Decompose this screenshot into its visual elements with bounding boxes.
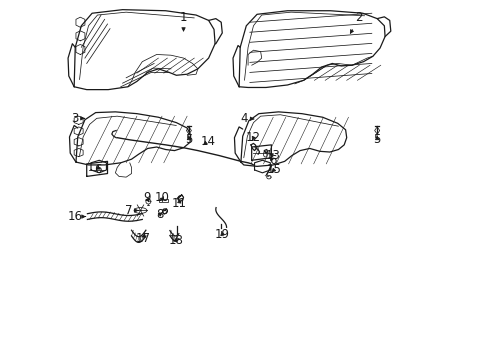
Text: 2: 2 [349, 12, 362, 33]
Text: 14: 14 [200, 135, 215, 148]
Text: 17: 17 [136, 231, 151, 244]
Bar [159, 199, 167, 202]
Text: 6: 6 [268, 154, 276, 167]
Text: 3: 3 [71, 112, 84, 125]
Text: 16: 16 [68, 210, 85, 223]
Text: 5: 5 [373, 132, 380, 145]
Text: 9: 9 [143, 192, 150, 204]
Text: 12: 12 [245, 131, 261, 144]
Text: 19: 19 [214, 228, 229, 241]
Text: 15: 15 [266, 163, 281, 176]
Text: 10: 10 [154, 192, 169, 204]
Text: 4: 4 [240, 112, 253, 125]
Text: 6: 6 [94, 163, 102, 176]
Text: 8: 8 [156, 208, 163, 221]
Text: 13: 13 [265, 149, 280, 162]
Text: 7: 7 [125, 204, 138, 217]
Text: 5: 5 [185, 132, 192, 145]
Text: 11: 11 [171, 197, 186, 210]
Text: 1: 1 [180, 12, 187, 31]
Text: 18: 18 [168, 234, 183, 247]
